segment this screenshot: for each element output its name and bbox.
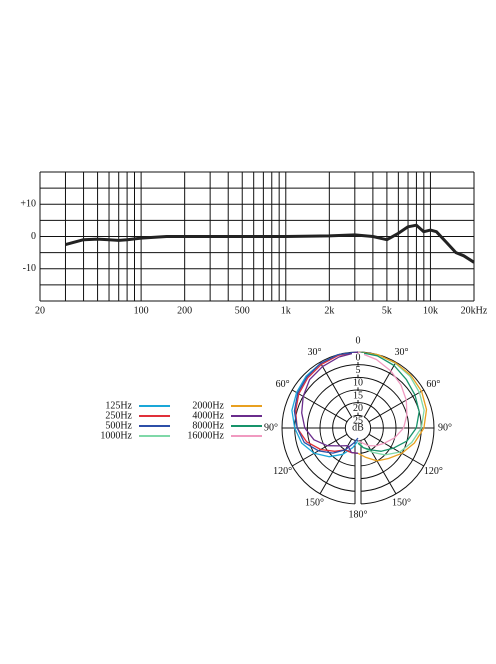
- r-tick-label: 20: [353, 403, 363, 414]
- angle-label: 30°: [308, 347, 322, 358]
- x-tick-label: 20: [35, 305, 45, 316]
- x-tick-label: 100: [134, 305, 149, 316]
- angle-label: 30°: [395, 347, 409, 358]
- angle-label: 60°: [426, 379, 440, 390]
- angle-label: 180°: [349, 509, 368, 520]
- polar-curve: [357, 351, 420, 452]
- x-tick-label: 1k: [281, 305, 291, 316]
- angle-label: 150°: [392, 498, 411, 509]
- x-tick-label: 10k: [423, 305, 438, 316]
- polar-spoke: [291, 433, 348, 467]
- r-tick-label: 5: [356, 365, 361, 376]
- polar-spoke: [368, 433, 425, 467]
- r-label-bg: [352, 353, 364, 362]
- angle-label: 0: [356, 335, 361, 346]
- r-label-bg: [352, 378, 364, 388]
- x-tick-label: 2k: [324, 305, 334, 316]
- polar-curve: [357, 351, 428, 462]
- polar-spoke: [291, 389, 348, 423]
- r-label-bg: [352, 403, 364, 413]
- angle-label: 60°: [276, 379, 290, 390]
- x-tick-label: 200: [177, 305, 192, 316]
- polar-curve: [357, 351, 408, 447]
- y-tick-label: -10: [23, 263, 36, 274]
- response-curve: [65, 223, 475, 264]
- angle-label: 90°: [264, 422, 278, 433]
- legend-label: 8000Hz: [192, 420, 224, 431]
- legend-label: 16000Hz: [187, 430, 224, 441]
- polar-spoke: [319, 361, 353, 418]
- angle-label: 150°: [305, 498, 324, 509]
- legend-label: 1000Hz: [100, 430, 132, 441]
- polar-curve: [301, 351, 359, 454]
- r-label-bg: [352, 365, 364, 375]
- r-label-bg: [352, 391, 364, 400]
- r-tick-label: 10: [353, 378, 363, 389]
- legend-label: 2000Hz: [192, 400, 224, 411]
- r-label-bg: [352, 416, 364, 426]
- angle-label: 90°: [438, 422, 452, 433]
- polar-spoke: [363, 438, 397, 495]
- y-tick-label: +10: [20, 199, 36, 210]
- legend-label: 500Hz: [105, 420, 132, 431]
- polar-spoke: [319, 438, 353, 495]
- angle-label: 120°: [424, 466, 443, 477]
- x-tick-label: 20kHz: [461, 305, 488, 316]
- x-tick-label: 500: [235, 305, 250, 316]
- legend-label: 250Hz: [105, 410, 132, 421]
- r-tick-label: 15: [353, 390, 363, 401]
- polar-curve: [293, 351, 359, 454]
- r-tick-label: 25: [353, 416, 363, 427]
- r-unit-label: dB: [352, 422, 364, 433]
- r-tick-label: 0: [356, 352, 361, 363]
- y-tick-label: 0: [31, 231, 36, 242]
- legend-label: 125Hz: [105, 400, 132, 411]
- rear-gap: [355, 440, 361, 505]
- angle-label: 120°: [273, 466, 292, 477]
- legend-label: 4000Hz: [192, 410, 224, 421]
- x-tick-label: 5k: [382, 305, 392, 316]
